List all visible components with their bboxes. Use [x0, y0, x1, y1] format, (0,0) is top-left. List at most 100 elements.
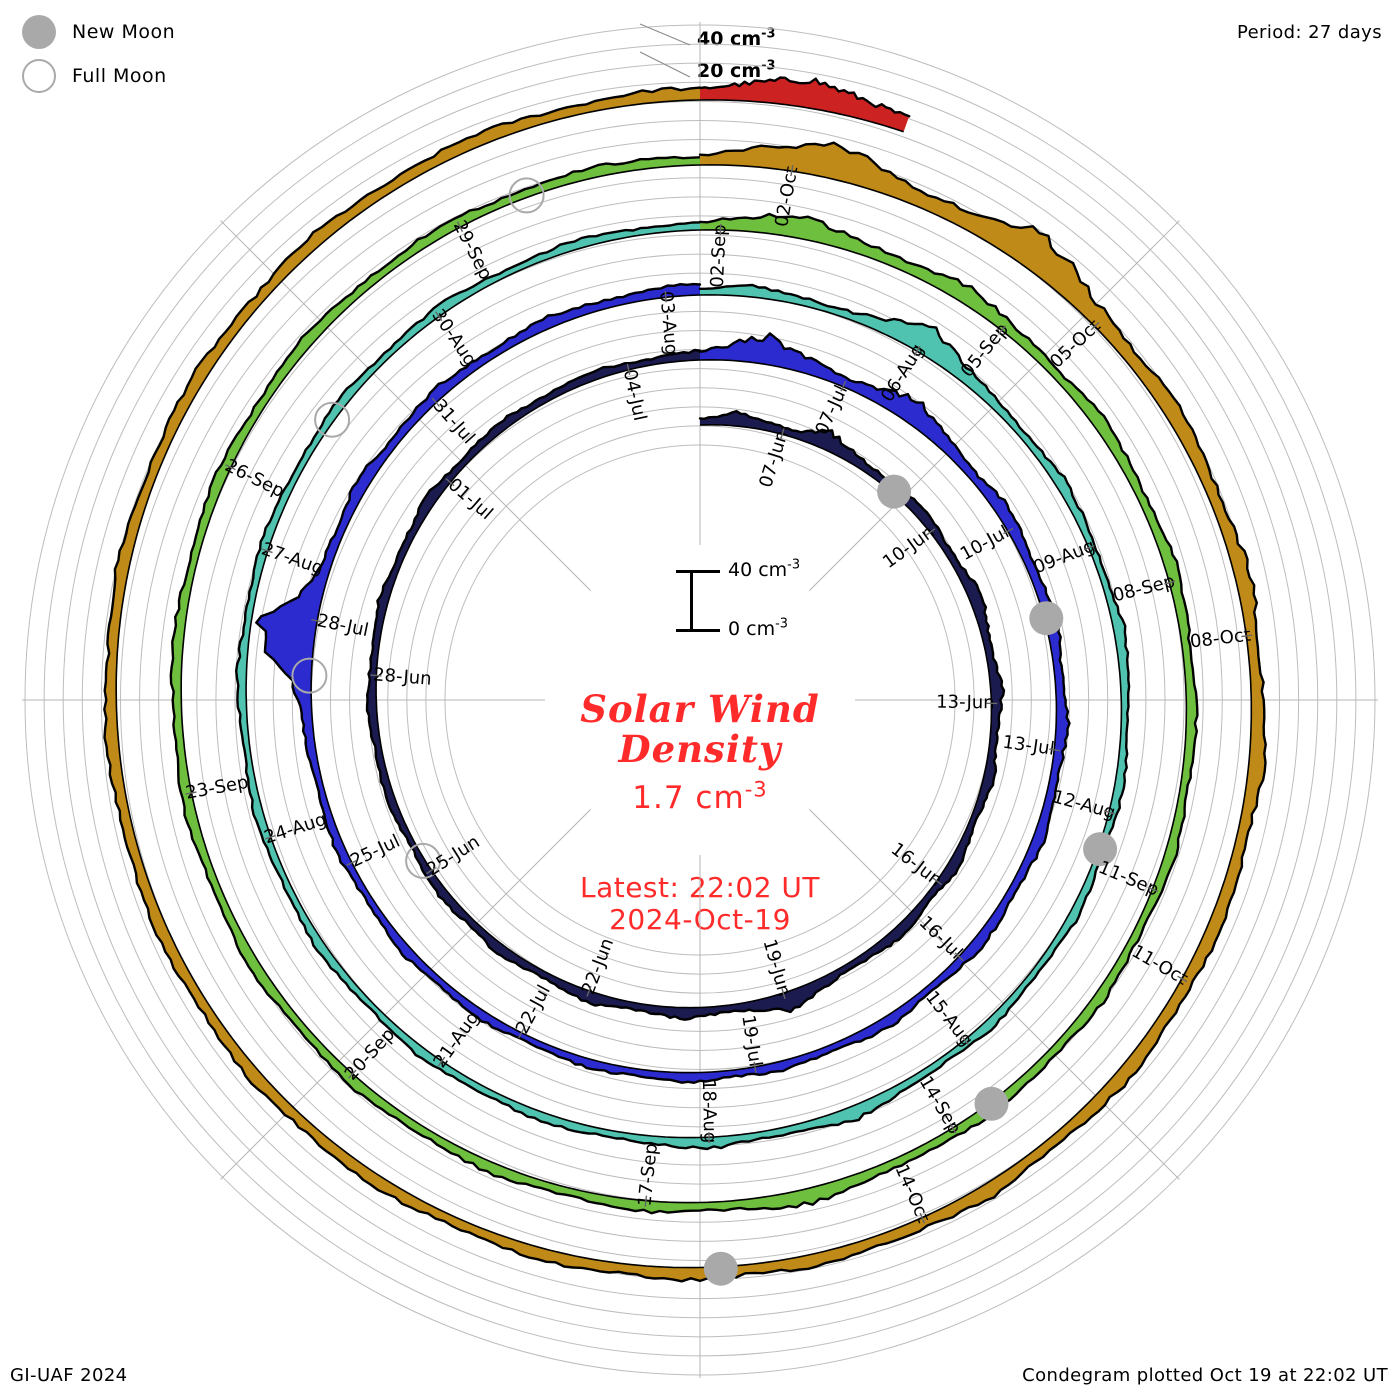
full-moon-marker: [508, 177, 545, 214]
date-tick: [426, 867, 437, 875]
spiral-trace-rotation-5: [103, 86, 1267, 1283]
new-moon-marker: [703, 1251, 738, 1286]
date-tick: [1241, 634, 1253, 638]
current-value-text: 1.7 cm: [632, 779, 745, 816]
date-tick: [1177, 975, 1188, 983]
scale-bar-cap-top: [676, 570, 720, 573]
date-label: 15-Aug: [921, 987, 977, 1051]
full-moon-marker: [314, 401, 351, 438]
date-label: 16-Jun: [887, 839, 946, 891]
date-tick: [346, 859, 357, 866]
moon-phase-legend: New Moon Full Moon: [22, 10, 175, 98]
date-tick: [949, 1123, 957, 1134]
date-tick: [586, 985, 592, 997]
date-label: 10-Jul: [957, 522, 1013, 565]
date-label-text: 18-Aug: [698, 1079, 720, 1144]
date-label-text: 15-Aug: [921, 987, 977, 1051]
date-tick: [456, 221, 464, 232]
date-label: 07-Jun: [755, 428, 792, 490]
date-tick: [664, 291, 667, 303]
scale-bar-top-exp: -3: [787, 557, 801, 573]
date-tick: [919, 1212, 926, 1224]
spiral-trace-rotation-1: [365, 348, 1006, 1021]
spiral-trace-rotation-3: [235, 221, 1131, 1151]
date-label-text: 10-Jul: [957, 522, 1013, 565]
date-label-text: 28-Jun: [372, 664, 432, 689]
date-label-text: 02-Sep: [707, 224, 731, 288]
date-label: 29-Sep: [449, 217, 496, 283]
date-tick: [261, 548, 273, 554]
legend-label-new-moon: New Moon: [72, 21, 176, 43]
new-moon-icon: [22, 15, 56, 49]
new-moon-marker: [877, 474, 912, 509]
date-tick: [1103, 810, 1115, 815]
date-label-text: 13-Jul: [1001, 732, 1056, 760]
date-label: 09-Aug: [1031, 535, 1098, 578]
date-tick: [925, 528, 936, 536]
date-label: 04-Jul: [619, 367, 651, 422]
date-label-text: 21-Aug: [429, 1008, 483, 1072]
date-labels: 07-Jun 10-Jun 13-Jun 16-Jun 19-Jun 22-Jun 25-J…: [184, 165, 1253, 1226]
date-tick: [1083, 544, 1095, 551]
radial-spoke: [220, 809, 591, 1180]
date-tick: [960, 1035, 969, 1045]
date-label: 28-Jun: [372, 664, 432, 689]
date-label: 03-Aug: [655, 290, 681, 356]
credit-label: GI-UAF 2024: [10, 1365, 128, 1386]
date-label: 17-Sep: [634, 1142, 662, 1207]
date-tick: [780, 428, 785, 440]
radial-tick-40-exp: -3: [761, 26, 776, 42]
moon-markers: [291, 177, 1118, 1286]
date-label: 22-Jun: [578, 935, 618, 997]
date-label: 19-Jul: [737, 1014, 765, 1069]
date-tick: [264, 834, 276, 840]
spiral-trace-rotation-2: [255, 282, 1071, 1084]
date-label-text: 29-Sep: [449, 217, 496, 283]
date-label-text: 07-Jun: [755, 428, 792, 490]
period-label: Period: 27 days: [1236, 22, 1382, 43]
date-tick: [626, 363, 631, 375]
spiral-baseline-rotation-2: [310, 294, 1058, 1074]
date-label-text: 24-Aug: [262, 809, 330, 849]
date-label-text: 25-Jul: [347, 831, 403, 872]
date-label-text: 14-Oct: [891, 1161, 934, 1225]
date-label: 12-Aug: [1050, 786, 1117, 823]
date-tick: [431, 397, 441, 407]
date-tick: [954, 952, 964, 962]
date-label-text: 11-Sep: [1095, 857, 1162, 901]
date-label: 02-Sep: [707, 224, 731, 288]
date-label: 21-Aug: [429, 1008, 483, 1072]
date-tick: [998, 325, 1007, 335]
date-label: 28-Jul: [315, 610, 370, 641]
current-value-exp: -3: [744, 776, 768, 802]
spiral-baseline-rotation-6: [699, 99, 904, 133]
scale-bar-bottom-text: 0 cm: [728, 618, 776, 640]
date-label-text: 01-Jul: [444, 474, 497, 524]
scale-bar-top-text: 40 cm: [728, 559, 788, 581]
radial-tick-20-text: 20 cm: [697, 60, 762, 82]
date-label-text: 19-Jul: [737, 1014, 765, 1069]
new-moon-marker: [974, 1086, 1009, 1121]
spiral-baseline-rotation-5: [115, 99, 1253, 1269]
radial-spoke: [809, 809, 1180, 1180]
axis-leader-line: [639, 23, 691, 46]
date-tick: [225, 464, 236, 471]
date-label: 10-Jun: [879, 521, 939, 572]
date-label-text: 22-Jun: [578, 935, 618, 997]
radial-tick-20: 20 cm-3: [697, 60, 775, 82]
date-label-text: 22-Jul: [512, 982, 555, 1038]
date-tick: [435, 311, 443, 322]
polar-grid: [22, 22, 1378, 1378]
date-label-text: 14-Sep: [915, 1073, 965, 1138]
date-label-text: 23-Sep: [184, 772, 250, 804]
scale-bar-stem: [690, 570, 693, 632]
date-tick: [1049, 748, 1061, 752]
date-label-text: 03-Aug: [655, 290, 681, 356]
date-label: 14-Sep: [915, 1073, 965, 1138]
date-tick: [932, 877, 942, 886]
spiral-trace-rotation-6: [698, 76, 911, 118]
date-label-text: 05-Sep: [957, 319, 1013, 381]
date-label-text: 13-Jun: [936, 692, 995, 714]
date-label-text: 28-Jul: [315, 610, 370, 641]
